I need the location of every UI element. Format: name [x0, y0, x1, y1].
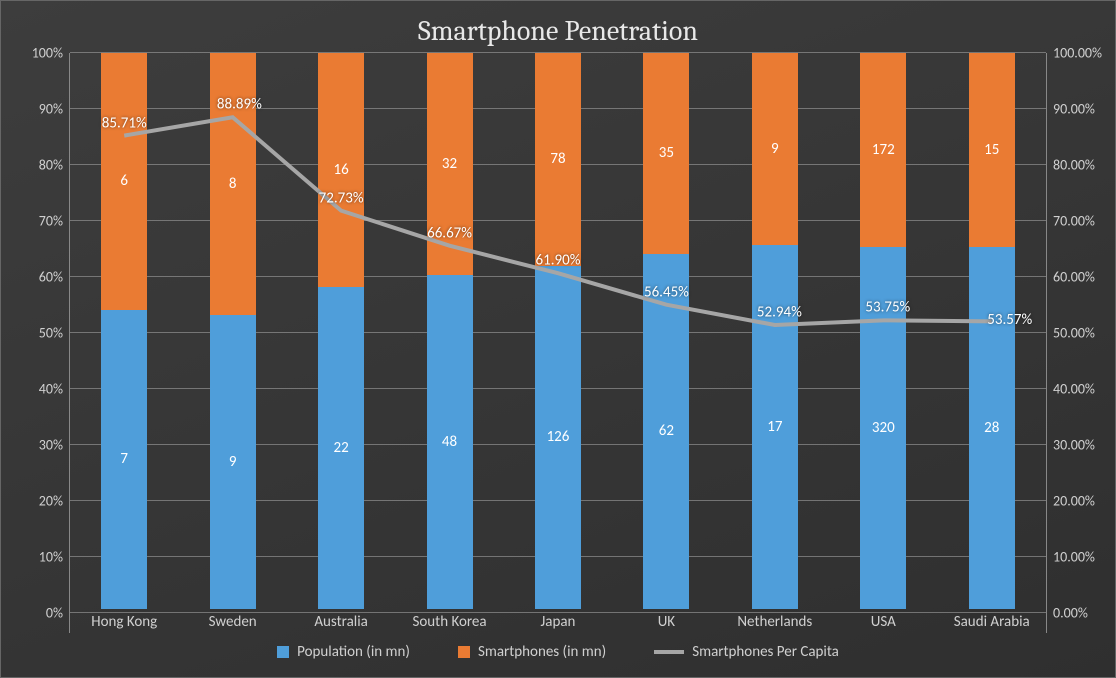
y-tick-left: 100% — [32, 45, 63, 62]
category-label: Hong Kong — [91, 613, 157, 633]
y-tick-left: 30% — [39, 437, 63, 454]
category: 78126 Japan — [504, 53, 612, 633]
category-label: Sweden — [209, 613, 257, 633]
legend-item: Smartphones (in mn) — [458, 643, 606, 661]
category-label: Saudi Arabia — [954, 613, 1030, 633]
bar-segment-smartphones: 35 — [643, 53, 689, 254]
bar-segment-smartphones: 9 — [752, 53, 798, 245]
bar-stack: 78126 — [535, 53, 581, 609]
legend-item: Population (in mn) — [277, 643, 410, 661]
bar-stack: 89 — [210, 53, 256, 609]
y-tick-right: 80.00% — [1053, 157, 1095, 174]
y-tick-left: 20% — [39, 493, 63, 510]
category: 172320 USA — [829, 53, 937, 633]
category: 1622 Australia — [287, 53, 395, 633]
y-tick-left: 50% — [39, 325, 63, 342]
legend-item: Smartphones Per Capita — [654, 643, 839, 661]
bar-segment-smartphones: 78 — [535, 53, 581, 266]
bar-segment-population: 28 — [969, 247, 1015, 609]
category: 67 Hong Kong — [70, 53, 178, 633]
bar-segment-population: 17 — [752, 245, 798, 609]
bar-segment-smartphones: 8 — [210, 53, 256, 315]
category: 1528 Saudi Arabia — [938, 53, 1046, 633]
category-label: UK — [658, 613, 675, 633]
category-label: South Korea — [412, 613, 486, 633]
y-axis-right: 0.00%10.00%20.00%30.00%40.00%50.00%60.00… — [1047, 53, 1105, 613]
bars-layer: 67Hong Kong89Sweden1622Australia3248Sout… — [70, 53, 1046, 633]
y-tick-right: 90.00% — [1053, 101, 1095, 118]
plot-area: 67Hong Kong89Sweden1622Australia3248Sout… — [69, 53, 1047, 633]
plot-row: 0%10%20%30%40%50%60%70%80%90%100% 67Hong… — [1, 53, 1115, 633]
bar-stack: 3248 — [427, 53, 473, 609]
legend-swatch-box — [458, 646, 470, 658]
bar-segment-smartphones: 16 — [318, 53, 364, 287]
y-tick-left: 0% — [46, 605, 63, 622]
bar-segment-population: 22 — [318, 287, 364, 609]
y-tick-right: 100.00% — [1053, 45, 1102, 62]
category-label: Netherlands — [737, 613, 812, 633]
category-label: Japan — [541, 613, 576, 633]
bar-segment-population: 9 — [210, 315, 256, 609]
bar-segment-population: 62 — [643, 254, 689, 609]
y-tick-right: 0.00% — [1053, 605, 1088, 622]
legend-label: Smartphones Per Capita — [692, 643, 839, 661]
chart-title: Smartphone Penetration — [1, 15, 1115, 47]
chart-container: Smartphone Penetration 0% 10% 20% 30% 40% 50%… — [0, 0, 1116, 678]
bar-stack: 172320 — [860, 53, 906, 609]
y-tick-right: 20.00% — [1053, 493, 1095, 510]
bar-stack: 1528 — [969, 53, 1015, 609]
y-axis-left: 0%10%20%30%40%50%60%70%80%90%100% — [11, 53, 69, 613]
bar-stack: 3562 — [643, 53, 689, 609]
category-label: Australia — [314, 613, 367, 633]
y-tick-left: 90% — [39, 101, 63, 118]
category: 917 Netherlands — [721, 53, 829, 633]
bar-segment-population: 320 — [860, 247, 906, 609]
category: 89 Sweden — [178, 53, 286, 633]
bar-stack: 67 — [101, 53, 147, 609]
bar-stack: 917 — [752, 53, 798, 609]
y-tick-left: 80% — [39, 157, 63, 174]
y-tick-left: 70% — [39, 213, 63, 230]
legend-swatch-line — [654, 650, 684, 654]
legend-swatch-box — [277, 646, 289, 658]
bar-segment-smartphones: 15 — [969, 53, 1015, 247]
y-tick-right: 70.00% — [1053, 213, 1095, 230]
y-tick-right: 40.00% — [1053, 381, 1095, 398]
category-label: USA — [871, 613, 896, 633]
legend-label: Population (in mn) — [297, 643, 410, 661]
category: 3248 South Korea — [395, 53, 503, 633]
bar-segment-population: 48 — [427, 275, 473, 609]
category: 3562 UK — [612, 53, 720, 633]
y-tick-left: 10% — [39, 549, 63, 566]
y-tick-right: 60.00% — [1053, 269, 1095, 286]
y-tick-right: 30.00% — [1053, 437, 1095, 454]
legend: Population (in mn) Smartphones (in mn) Sma… — [1, 633, 1115, 677]
y-tick-left: 60% — [39, 269, 63, 286]
legend-label: Smartphones (in mn) — [478, 643, 606, 661]
bar-segment-smartphones: 6 — [101, 53, 147, 310]
bar-segment-population: 7 — [101, 310, 147, 609]
bar-segment-smartphones: 172 — [860, 53, 906, 247]
bar-stack: 1622 — [318, 53, 364, 609]
bar-segment-population: 126 — [535, 266, 581, 609]
bar-segment-smartphones: 32 — [427, 53, 473, 275]
y-tick-left: 40% — [39, 381, 63, 398]
y-tick-right: 10.00% — [1053, 549, 1095, 566]
y-tick-right: 50.00% — [1053, 325, 1095, 342]
